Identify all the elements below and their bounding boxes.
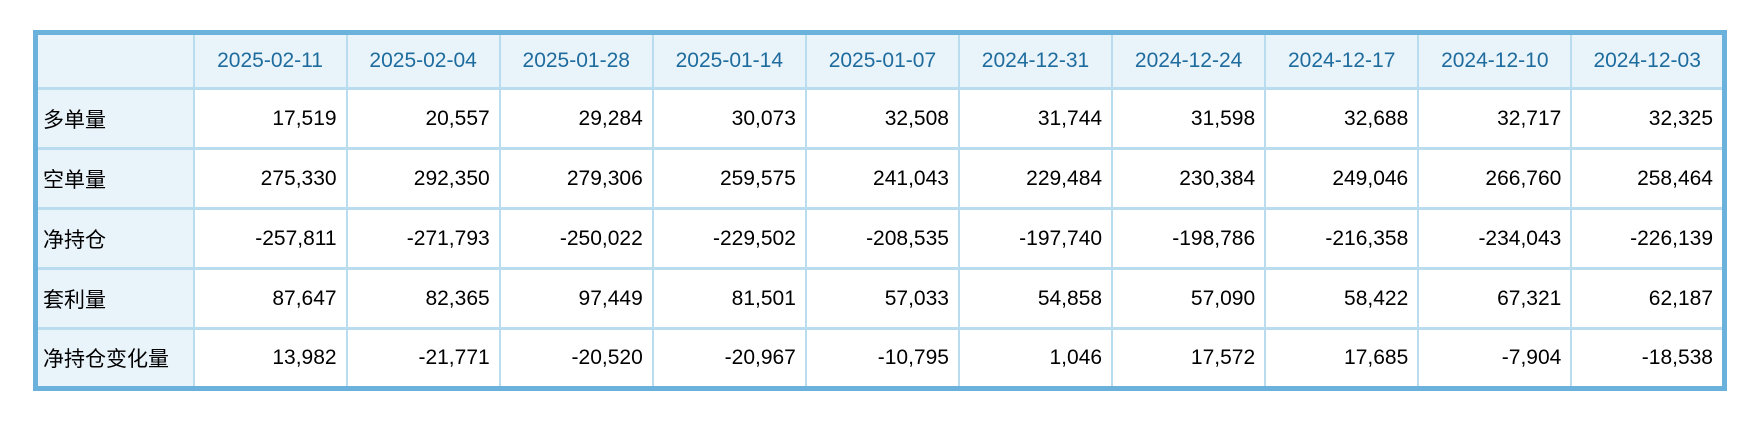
row-label: 套利量 xyxy=(34,267,195,330)
data-cell: 17,572 xyxy=(1111,327,1267,390)
date-column-header: 2024-12-31 xyxy=(957,31,1114,90)
data-cell: 13,982 xyxy=(192,327,348,390)
table-row: 套利量 87,647 82,365 97,449 81,501 57,033 54,858 5… xyxy=(34,267,1726,330)
data-cell: 54,858 xyxy=(957,267,1114,330)
data-cell: -208,535 xyxy=(804,207,960,270)
table-row: 空单量 275,330 292,350 279,306 259,575 241,043 22… xyxy=(34,147,1726,210)
data-cell: -234,043 xyxy=(1417,207,1573,270)
data-cell: 97,449 xyxy=(498,267,654,330)
data-cell: 17,519 xyxy=(192,87,348,150)
data-cell: 17,685 xyxy=(1264,327,1420,390)
date-column-header: 2024-12-03 xyxy=(1570,31,1726,90)
data-cell: 241,043 xyxy=(804,147,960,210)
data-cell: 279,306 xyxy=(498,147,654,210)
data-cell: -18,538 xyxy=(1570,327,1726,390)
data-cell: 87,647 xyxy=(192,267,348,330)
data-cell: 229,484 xyxy=(957,147,1114,210)
data-cell: 57,033 xyxy=(804,267,960,330)
row-label: 多单量 xyxy=(34,87,195,150)
data-cell: 258,464 xyxy=(1570,147,1726,210)
data-cell: 32,325 xyxy=(1570,87,1726,150)
table-row: 净持仓变化量 13,982 -21,771 -20,520 -20,967 -10,795… xyxy=(34,327,1726,390)
data-cell: -198,786 xyxy=(1111,207,1267,270)
corner-cell xyxy=(34,31,195,90)
data-cell: 31,598 xyxy=(1111,87,1267,150)
row-label: 净持仓 xyxy=(34,207,195,270)
date-column-header: 2025-02-11 xyxy=(192,31,348,90)
data-cell: -250,022 xyxy=(498,207,654,270)
data-cell: 62,187 xyxy=(1570,267,1726,330)
table-body: 多单量 17,519 20,557 29,284 30,073 32,508 31,744 3… xyxy=(34,87,1726,390)
data-cell: 275,330 xyxy=(192,147,348,210)
table-row: 净持仓 -257,811 -271,793 -250,022 -229,502 -208,… xyxy=(34,207,1726,270)
data-cell: 20,557 xyxy=(345,87,501,150)
data-cell: -271,793 xyxy=(345,207,501,270)
row-label: 净持仓变化量 xyxy=(34,327,195,390)
data-cell: -197,740 xyxy=(957,207,1114,270)
data-cell: 57,090 xyxy=(1111,267,1267,330)
date-column-header: 2025-02-04 xyxy=(345,31,501,90)
data-cell: -21,771 xyxy=(345,327,501,390)
data-cell: -216,358 xyxy=(1264,207,1420,270)
table-row: 多单量 17,519 20,557 29,284 30,073 32,508 31,744 3… xyxy=(34,87,1726,150)
positions-table: 2025-02-11 2025-02-04 2025-01-28 2025-01-14… xyxy=(33,30,1727,391)
data-cell: 32,508 xyxy=(804,87,960,150)
date-column-header: 2024-12-24 xyxy=(1111,31,1267,90)
data-cell: -7,904 xyxy=(1417,327,1573,390)
data-cell: 67,321 xyxy=(1417,267,1573,330)
data-cell: -229,502 xyxy=(651,207,807,270)
table-header: 2025-02-11 2025-02-04 2025-01-28 2025-01-14… xyxy=(34,31,1726,90)
data-cell: 230,384 xyxy=(1111,147,1267,210)
data-cell: 32,717 xyxy=(1417,87,1573,150)
data-cell: 32,688 xyxy=(1264,87,1420,150)
date-column-header: 2025-01-14 xyxy=(651,31,807,90)
date-column-header: 2025-01-28 xyxy=(498,31,654,90)
row-label: 空单量 xyxy=(34,147,195,210)
date-column-header: 2024-12-10 xyxy=(1417,31,1573,90)
data-cell: 1,046 xyxy=(957,327,1114,390)
data-cell: 249,046 xyxy=(1264,147,1420,210)
data-cell: 29,284 xyxy=(498,87,654,150)
data-cell: -226,139 xyxy=(1570,207,1726,270)
data-cell: -20,967 xyxy=(651,327,807,390)
data-cell: 259,575 xyxy=(651,147,807,210)
data-cell: -10,795 xyxy=(804,327,960,390)
data-cell: -20,520 xyxy=(498,327,654,390)
data-cell: 82,365 xyxy=(345,267,501,330)
data-cell: 30,073 xyxy=(651,87,807,150)
data-cell: 81,501 xyxy=(651,267,807,330)
date-column-header: 2025-01-07 xyxy=(804,31,960,90)
data-cell: 292,350 xyxy=(345,147,501,210)
data-cell: 58,422 xyxy=(1264,267,1420,330)
date-column-header: 2024-12-17 xyxy=(1264,31,1420,90)
header-row: 2025-02-11 2025-02-04 2025-01-28 2025-01-14… xyxy=(34,31,1726,90)
data-cell: 31,744 xyxy=(957,87,1114,150)
data-cell: 266,760 xyxy=(1417,147,1573,210)
data-cell: -257,811 xyxy=(192,207,348,270)
